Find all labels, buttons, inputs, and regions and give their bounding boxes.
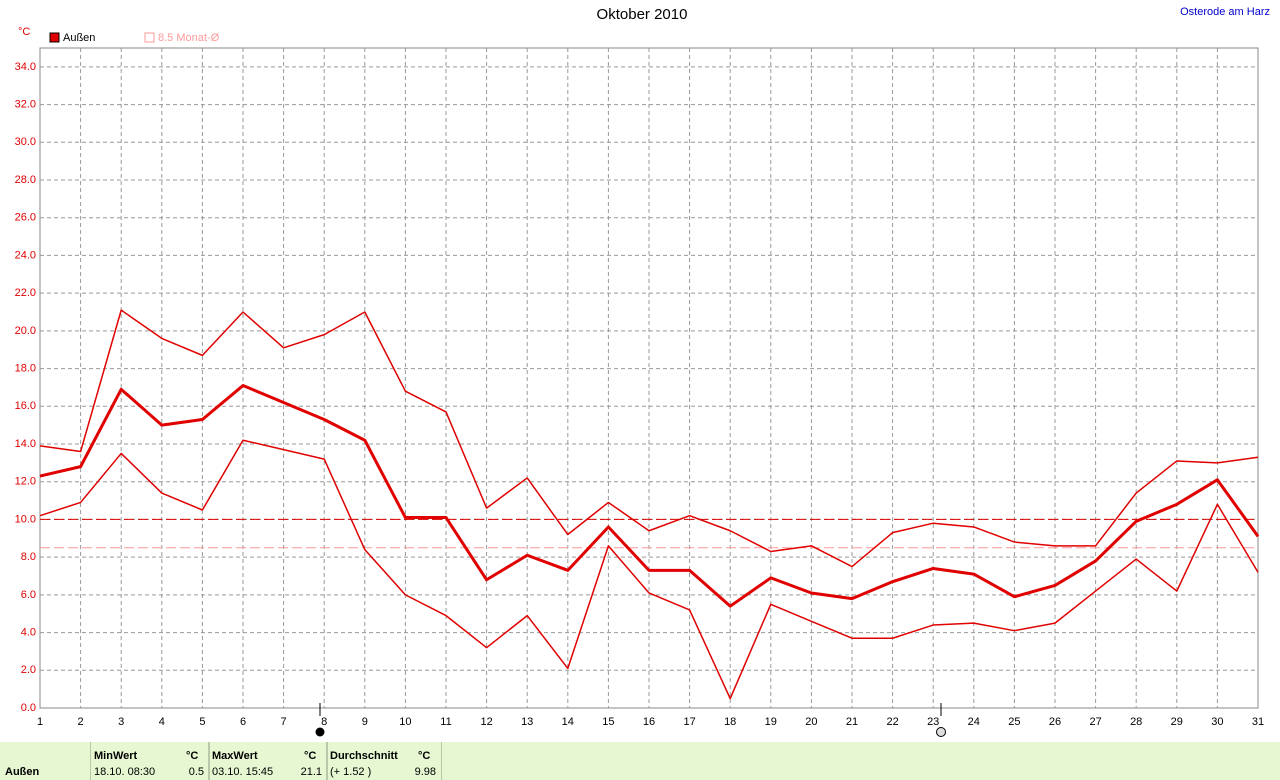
y-tick-label: 10.0 [15, 513, 36, 525]
x-tick-label: 18 [724, 716, 736, 728]
x-tick-label: 11 [440, 716, 451, 728]
column-value: 9.98 [414, 766, 436, 778]
stats-panel: Außen MinWert °C 18.10. 08:30 0.5 MaxWert °C 0… [0, 742, 1280, 780]
chart-title: Oktober 2010 [597, 6, 688, 23]
x-tick-label: 5 [199, 716, 205, 728]
cell-border [208, 742, 328, 780]
x-tick-label: 8 [321, 716, 327, 728]
x-tick-label: 28 [1130, 716, 1142, 728]
column-when: 18.10. 08:30 [94, 766, 156, 778]
y-tick-label: 22.0 [15, 287, 36, 299]
x-tick-label: 21 [846, 716, 858, 728]
y-tick-label: 32.0 [15, 98, 36, 110]
x-tick-label: 15 [602, 716, 614, 728]
x-tick-label: 7 [281, 716, 287, 728]
x-tick-label: 29 [1171, 716, 1183, 728]
cell-border [326, 742, 442, 780]
legend-label: 8.5 Monat-Ø [158, 32, 220, 44]
x-tick-label: 24 [968, 716, 980, 728]
legend-label: Außen [63, 32, 95, 44]
column-unit: °C [304, 750, 317, 762]
x-tick-label: 3 [118, 716, 124, 728]
x-tick-label: 16 [643, 716, 655, 728]
y-tick-label: 20.0 [15, 325, 36, 337]
x-tick-label: 31 [1252, 716, 1264, 728]
x-tick-label: 26 [1049, 716, 1061, 728]
y-tick-label: 8.0 [21, 551, 36, 563]
series-line [39, 439, 1259, 700]
x-tick-label: 4 [159, 716, 165, 728]
y-tick-label: 16.0 [15, 400, 36, 412]
y-tick-label: 26.0 [15, 212, 36, 224]
series-line [39, 384, 1260, 608]
x-tick-label: 2 [78, 716, 84, 728]
column-when: 03.10. 15:45 [212, 766, 274, 778]
y-tick-label: 6.0 [21, 589, 36, 601]
x-tick-label: 10 [399, 716, 411, 728]
y-tick-label: 24.0 [15, 249, 36, 261]
x-tick-label: 27 [1089, 716, 1101, 728]
row-label: Außen [5, 766, 40, 778]
column-unit: °C [186, 750, 199, 762]
column-value: 21.1 [300, 766, 322, 778]
x-tick-label: 12 [480, 716, 492, 728]
column-header: MinWert [94, 750, 138, 762]
column-header: MaxWert [212, 750, 258, 762]
x-tick-label: 17 [683, 716, 695, 728]
x-tick-label: 23 [927, 716, 939, 728]
moon-icon [936, 727, 946, 737]
y-unit: °C [18, 26, 30, 38]
chart: Oktober 2010 Osterode am Harz °C 0.0 2.0 4… [15, 6, 1270, 737]
y-tick-label: 14.0 [15, 438, 36, 450]
y-tick-label: 12.0 [15, 476, 36, 488]
y-tick-label: 28.0 [15, 174, 36, 186]
y-tick-label: 30.0 [15, 136, 36, 148]
x-tick-label: 30 [1211, 716, 1223, 728]
x-tick-label: 9 [362, 716, 368, 728]
x-tick-label: 1 [37, 716, 43, 728]
cell-border [90, 742, 210, 780]
location: Osterode am Harz [1180, 6, 1270, 18]
legend-swatch [49, 32, 60, 43]
series-line [39, 309, 1259, 568]
sun-icon [315, 727, 325, 737]
y-tick-label: 4.0 [21, 626, 36, 638]
x-tick-label: 25 [1008, 716, 1020, 728]
x-tick-label: 19 [765, 716, 777, 728]
x-tick-label: 14 [562, 716, 574, 728]
column-when: (+ 1.52 ) [330, 766, 372, 778]
y-tick-label: 18.0 [15, 362, 36, 374]
legend-swatch [144, 32, 155, 43]
y-tick-label: 0.0 [21, 702, 36, 714]
x-tick-label: 13 [521, 716, 533, 728]
column-header: Durchschnitt [330, 750, 398, 762]
x-tick-label: 20 [805, 716, 817, 728]
x-tick-label: 6 [240, 716, 246, 728]
column-value: 0.5 [188, 766, 204, 778]
x-tick-label: 22 [886, 716, 898, 728]
column-unit: °C [418, 750, 431, 762]
y-tick-label: 34.0 [15, 61, 36, 73]
y-tick-label: 2.0 [21, 664, 36, 676]
